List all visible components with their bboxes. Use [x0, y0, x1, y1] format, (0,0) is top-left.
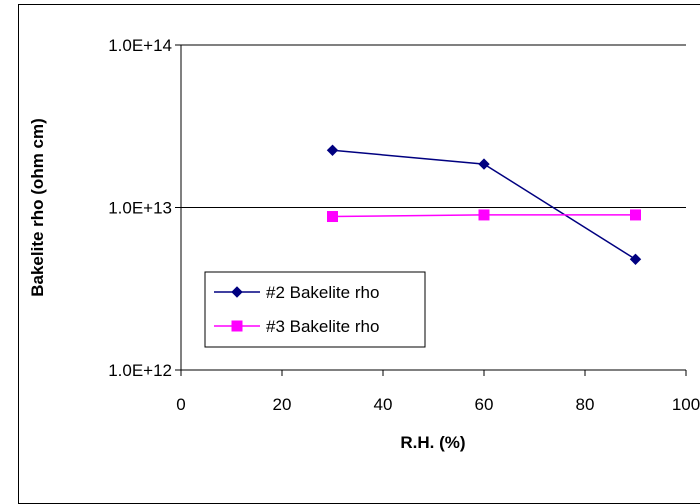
series-2-point-1: [478, 209, 490, 221]
x-tick-label-1: 20: [273, 395, 292, 414]
series-2: [327, 209, 641, 223]
series-1-point-2: [629, 253, 642, 266]
series-layer: [326, 144, 642, 266]
y-axis-title: Bakelite rho (ohm cm): [28, 118, 47, 297]
x-tick-label-0: 0: [176, 395, 185, 414]
legend-label-1: #2 Bakelite rho: [266, 283, 379, 302]
x-tick-label-4: 80: [576, 395, 595, 414]
x-tick-label-2: 40: [374, 395, 393, 414]
legend: #2 Bakelite rho #3 Bakelite rho: [204, 271, 426, 348]
y-tick-label-0: 1.0E+12: [108, 361, 172, 380]
x-axis-ticks: 0 20 40 60 80 100: [176, 370, 700, 414]
legend-item-1: #2 Bakelite rho: [214, 283, 379, 302]
x-axis-title: R.H. (%): [400, 433, 465, 452]
series-1-point-0: [326, 144, 339, 156]
y-axis-ticks: 1.0E+12 1.0E+13 1.0E+14: [108, 36, 181, 380]
y-tick-label-2: 1.0E+14: [108, 36, 172, 55]
series-1-point-1: [478, 158, 490, 170]
legend-item-2: #3 Bakelite rho: [214, 317, 379, 336]
y-tick-label-1: 1.0E+13: [108, 199, 172, 218]
legend-swatch-marker-2: [231, 320, 243, 332]
series-2-point-0: [327, 211, 338, 223]
legend-box: [204, 271, 426, 348]
chart: 0 20 40 60 80 100 1.0E+12 1.0E+13 1.0E+14 R.H. …: [28, 36, 700, 452]
x-tick-label-3: 60: [475, 395, 494, 414]
series-1: [326, 144, 642, 266]
legend-swatch-marker-1: [231, 286, 243, 298]
x-tick-label-5: 100: [672, 395, 700, 414]
legend-label-2: #3 Bakelite rho: [266, 317, 379, 336]
series-2-point-2: [630, 209, 641, 221]
